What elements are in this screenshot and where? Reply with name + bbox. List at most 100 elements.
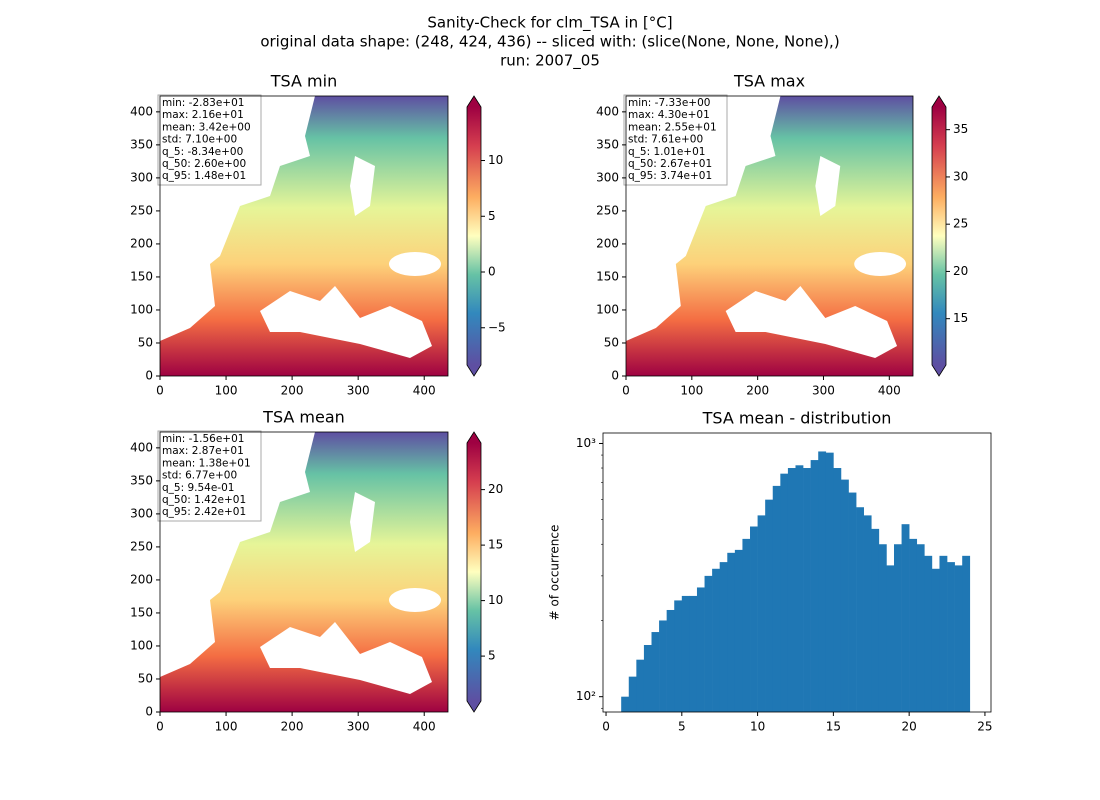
y-tick-label: 150: [130, 605, 153, 619]
histogram-bar: [795, 465, 804, 712]
stats-line: q_95: 2.42e+01: [162, 506, 246, 518]
stats-line: q_50: 1.42e+01: [162, 494, 246, 506]
histogram-bar: [894, 544, 902, 712]
y-tick-label: 100: [596, 302, 619, 316]
x-tick-label: 100: [215, 384, 238, 398]
histogram-bar: [803, 468, 811, 712]
x-tick-label: 0: [156, 384, 164, 398]
colorbar-extend: [467, 432, 481, 443]
histogram-bar: [727, 552, 736, 712]
colorbar-extend: [932, 96, 946, 107]
colorbar-outline: [466, 95, 482, 377]
colorbar: [467, 443, 481, 701]
colorbar-tick-label: 0: [488, 265, 496, 279]
x-tick-label: 200: [281, 384, 304, 398]
y-tick-label: 250: [596, 203, 619, 217]
histogram-bar: [742, 538, 751, 712]
y-tick-label: 250: [130, 203, 153, 217]
stats-line: std: 7.10e+00: [162, 134, 237, 146]
histogram-bar: [848, 492, 857, 712]
histogram-bar: [840, 479, 849, 712]
histogram-bar: [833, 468, 842, 712]
x-tick-label: 400: [413, 720, 436, 734]
colorbar-extend: [932, 365, 946, 376]
stats-frame: [623, 94, 728, 186]
colorbar-tick-label: 10: [488, 593, 503, 607]
x-tick-label: 20: [902, 720, 917, 734]
colorbar-tick-label: 25: [953, 217, 968, 231]
histogram-bar: [666, 609, 675, 712]
histogram-bar: [696, 587, 705, 712]
histogram-bar: [871, 528, 880, 712]
stats-line: max: 2.87e+01: [162, 445, 244, 457]
x-tick-label: 100: [215, 720, 238, 734]
x-tick-label: 0: [156, 720, 164, 734]
x-tick-label: 200: [281, 720, 304, 734]
histogram-bar: [704, 575, 713, 712]
histogram-bar: [734, 549, 743, 712]
histogram-bar: [719, 562, 728, 712]
histogram-bar: [924, 555, 933, 712]
stats-line: q_50: 2.60e+00: [162, 158, 246, 170]
histogram-bar: [765, 499, 774, 712]
y-tick-label: 350: [130, 137, 153, 151]
stats-frame: [157, 94, 262, 186]
y-tick-label: 0: [145, 369, 153, 383]
stats-line: min: -7.33e+00: [628, 97, 710, 109]
histogram-bar: [681, 595, 690, 712]
stats-line: std: 6.77e+00: [162, 470, 237, 482]
y-tick-label: 200: [596, 236, 619, 250]
x-tick-label: 200: [746, 384, 769, 398]
colorbar-tick-label: 20: [953, 264, 968, 278]
histogram-bar: [659, 620, 667, 712]
colorbar-extend: [467, 96, 481, 107]
colorbar-tick-label: 15: [488, 538, 503, 552]
figure-title: Sanity-Check for clm_TSA in [°C]: [427, 14, 672, 33]
y-tick-label: 100: [130, 638, 153, 652]
colorbar-tick-label: 20: [488, 482, 503, 496]
figure-title: original data shape: (248, 424, 436) -- …: [260, 33, 839, 51]
y-tick-label: 50: [138, 335, 153, 349]
histogram-bar: [628, 676, 637, 712]
y-axis-label: # of occurrence: [548, 525, 562, 621]
histogram-bar: [787, 468, 796, 712]
histogram-bar: [909, 538, 918, 712]
x-tick-label: 0: [622, 384, 630, 398]
y-tick-label: 300: [596, 170, 619, 184]
stats-frame: [157, 430, 262, 522]
histogram-bar: [825, 452, 834, 712]
x-tick-label: 400: [878, 384, 901, 398]
histogram-bar: [901, 524, 910, 712]
stats-line: min: -1.56e+01: [162, 433, 244, 445]
stats-line: q_5: -8.34e+00: [162, 146, 243, 158]
axes-frame: [625, 95, 914, 377]
histogram-bar: [636, 659, 645, 712]
y-tick-label: 400: [130, 440, 153, 454]
stats-line: max: 2.16e+01: [162, 109, 244, 121]
histogram-bar: [651, 632, 660, 712]
histogram-bar: [780, 473, 789, 712]
colorbar-outline: [466, 431, 482, 713]
stats-line: q_5: 9.54e-01: [162, 482, 234, 494]
histogram-bar: [878, 544, 887, 712]
histogram-bar: [757, 515, 766, 712]
y-tick-label: 10²: [576, 689, 596, 703]
stats-line: q_50: 2.67e+01: [628, 158, 712, 170]
colorbar: [932, 107, 946, 365]
histogram-bar: [931, 568, 940, 712]
stats-line: mean: 3.42e+00: [162, 121, 251, 133]
axes-frame: [159, 95, 449, 377]
x-tick-label: 5: [678, 720, 686, 734]
y-tick-label: 300: [130, 170, 153, 184]
histogram-bar: [954, 565, 963, 712]
y-tick-label: 400: [596, 104, 619, 118]
x-tick-label: 300: [347, 720, 370, 734]
y-tick-label: 200: [130, 572, 153, 586]
axes-title: TSA min: [270, 72, 337, 91]
stats-line: max: 4.30e+01: [628, 109, 710, 121]
colorbar-tick-label: 5: [488, 209, 496, 223]
histogram-bar: [689, 595, 698, 712]
